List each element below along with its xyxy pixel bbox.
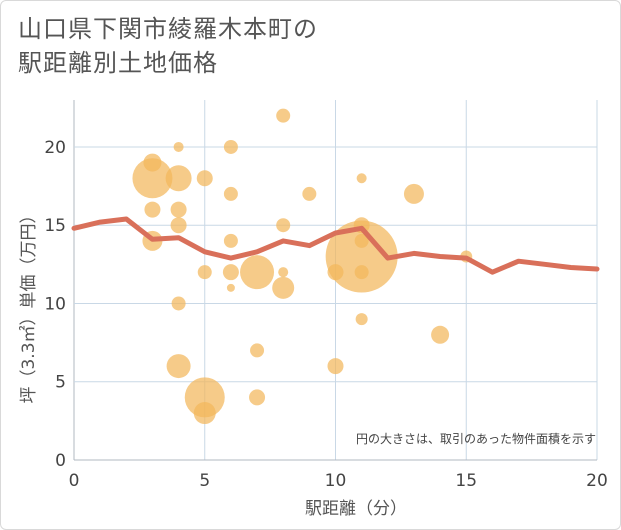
bubble-point	[222, 264, 239, 281]
title-line-2: 駅距離別土地価格	[18, 49, 218, 77]
bubble-point	[276, 218, 291, 233]
y-tick-label: 5	[55, 373, 66, 393]
tick-labels: 0 5 10 15 20 0 5 10 15 20	[44, 138, 607, 491]
bubble-point	[173, 141, 184, 152]
bubble-point	[276, 108, 291, 123]
bubble-point	[278, 267, 289, 278]
x-tick-label: 10	[325, 471, 347, 491]
title-line-1: 山口県下関市綾羅木本町の	[18, 15, 318, 43]
y-tick-label: 20	[44, 138, 66, 158]
y-tick-label: 15	[44, 216, 66, 236]
x-tick-label: 0	[69, 471, 80, 491]
bubble-point	[170, 201, 187, 218]
x-tick-label: 5	[199, 471, 210, 491]
bubble-point	[144, 201, 161, 218]
bubble-point	[171, 296, 186, 311]
x-axis-label: 駅距離（分）	[305, 499, 407, 519]
bubble-point	[302, 186, 317, 201]
bubble-point	[170, 217, 187, 234]
bubble-point	[197, 265, 212, 280]
bubble-point	[355, 313, 368, 326]
x-tick-label: 20	[586, 471, 608, 491]
bubble-point	[272, 276, 295, 299]
bubble-layer	[132, 108, 473, 425]
bubble-point	[240, 255, 275, 290]
bubble-point	[250, 343, 265, 358]
bubble-point	[223, 233, 238, 248]
chart-title: 山口県下関市綾羅木本町の 駅距離別土地価格	[18, 12, 318, 80]
bubble-point	[193, 402, 216, 425]
bubble-point	[356, 173, 367, 184]
bubble-point	[327, 358, 344, 375]
bubble-point	[354, 265, 369, 280]
x-tick-label: 15	[455, 471, 477, 491]
average-line-layer	[71, 216, 600, 275]
bubble-point	[249, 389, 266, 406]
bubble-point	[223, 186, 238, 201]
bubble-point	[223, 139, 238, 154]
bubble-point	[184, 377, 225, 418]
bubble-point	[403, 183, 424, 204]
y-axis-label: 坪（3.3㎡）単価（万円）	[19, 206, 39, 403]
y-tick-label: 10	[44, 294, 66, 314]
bubble-point	[165, 165, 192, 192]
y-tick-label: 0	[55, 451, 66, 471]
bubble-point	[166, 354, 191, 379]
bubble-point	[325, 220, 398, 293]
average-price-line	[71, 216, 600, 275]
bubble-point	[132, 158, 173, 199]
bubble-point	[431, 325, 450, 344]
bubble-point	[196, 170, 213, 187]
size-note: 円の大きさは、取引のあった物件面積を示す	[356, 431, 596, 446]
bubble-point	[226, 283, 235, 292]
